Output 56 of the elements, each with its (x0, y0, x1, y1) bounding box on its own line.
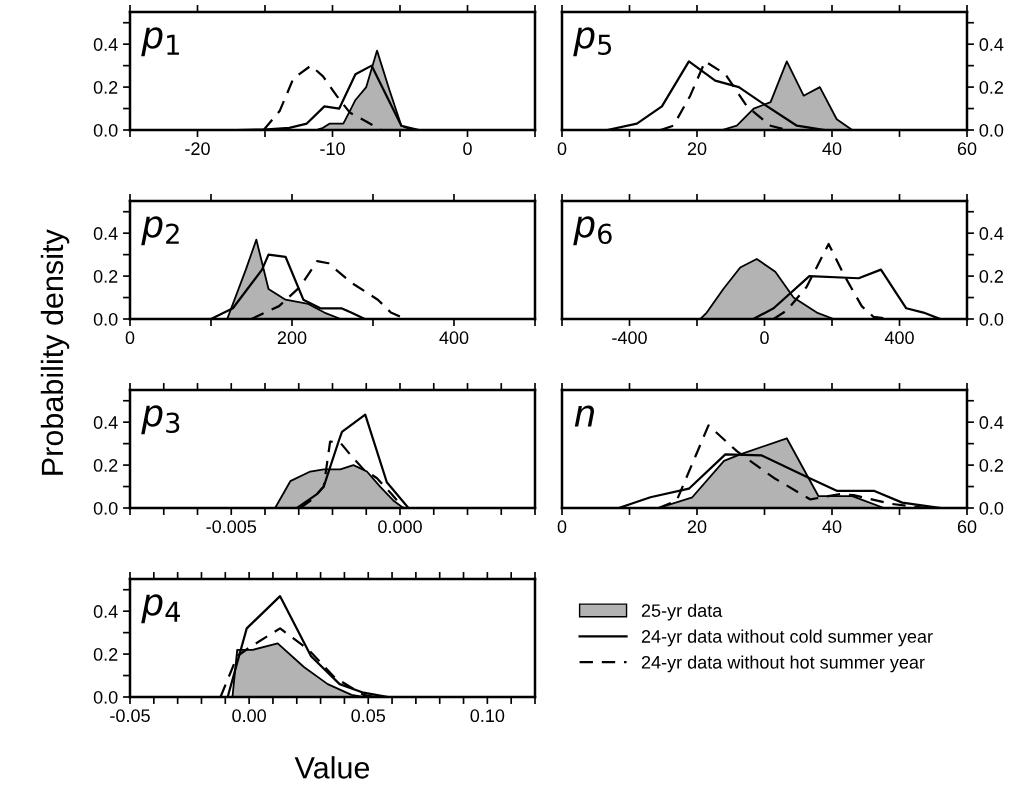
y-tick-label: 0.0 (93, 501, 118, 515)
y-tick-label: 0.4 (93, 227, 118, 240)
y2-tick-label: 0.2 (979, 270, 1003, 283)
y2-tick-label: 0.2 (979, 459, 1003, 472)
x-tick-label: 0 (557, 142, 567, 156)
chart-title: p$_{5}$ (573, 27, 612, 57)
x-tick-label: 0.10 (470, 709, 505, 723)
x-tick-label: -0.005 (206, 520, 257, 534)
x-tick-label: 20 (687, 142, 707, 156)
y2-tick-label: 0.2 (979, 81, 1003, 94)
x-tick-label: 60 (957, 142, 977, 156)
y2-tick-label: 0.4 (979, 38, 1004, 51)
legend-label: 24-yr data without hot summer year (641, 655, 925, 673)
x-tick-label: -400 (612, 331, 647, 345)
y-tick-label: 0.4 (93, 38, 118, 51)
x-tick-label: 60 (957, 520, 977, 534)
y2-tick-label: 0.4 (979, 227, 1004, 240)
x-tick-label: 0 (760, 331, 769, 345)
x-axis-title: Value (294, 756, 370, 779)
chart-title: p$_{4}$ (141, 594, 180, 624)
y-tick-label: 0.0 (93, 123, 118, 137)
y-tick-label: 0.0 (93, 690, 118, 704)
y-tick-label: 0.4 (93, 605, 118, 618)
x-tick-label: 400 (884, 331, 914, 345)
y2-tick-label: 0.0 (979, 501, 1004, 515)
x-tick-label: 20 (687, 520, 707, 534)
chart-title: p$_{2}$ (141, 216, 179, 246)
y2-tick-label: 0.4 (979, 416, 1004, 429)
y-tick-label: 0.0 (93, 312, 118, 326)
y-tick-label: 0.4 (93, 416, 118, 429)
legend-label: 25-yr data (641, 603, 723, 621)
legend-label: 24-yr data without cold summer year (641, 629, 933, 647)
y-tick-label: 0.2 (93, 459, 118, 472)
x-tick-label: -10 (320, 142, 345, 156)
x-tick-label: -0.05 (110, 709, 150, 723)
x-tick-label: 40 (822, 520, 842, 534)
x-tick-label: 200 (277, 331, 307, 345)
chart-title: p$_{3}$ (141, 405, 180, 435)
x-tick-label: 400 (439, 331, 469, 345)
chart-title: n (574, 405, 595, 427)
x-tick-label: 0 (125, 331, 135, 345)
x-tick-label: 0.05 (351, 709, 386, 723)
x-tick-label: 0.00 (232, 709, 266, 723)
x-tick-label: -20 (185, 142, 210, 156)
x-tick-label: 0.000 (378, 520, 422, 534)
x-tick-label: 0 (463, 142, 472, 156)
x-tick-label: 40 (822, 142, 842, 156)
y2-tick-label: 0.0 (979, 312, 1004, 326)
y-tick-label: 0.2 (93, 81, 118, 94)
y-tick-label: 0.2 (93, 648, 118, 661)
x-tick-label: 0 (557, 520, 567, 534)
chart-title: p$_{6}$ (573, 216, 612, 246)
y-tick-label: 0.2 (93, 270, 118, 283)
chart-title: p$_{1}$ (141, 27, 179, 57)
y-axis-title: Probability density (40, 229, 70, 475)
y2-tick-label: 0.0 (979, 123, 1004, 137)
